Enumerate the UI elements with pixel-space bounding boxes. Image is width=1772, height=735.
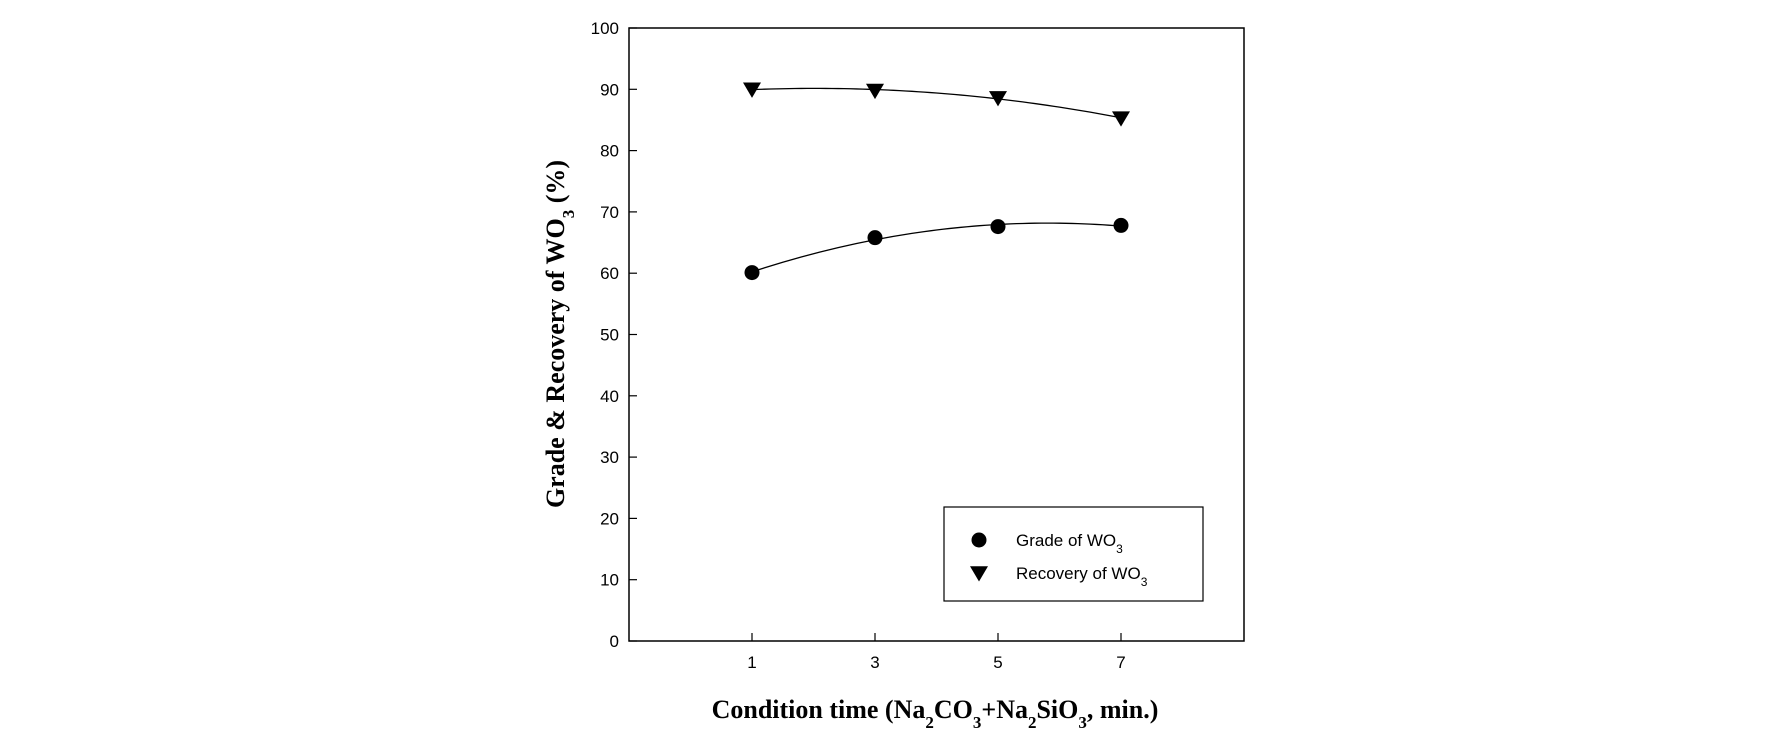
x-tick-label: 5 <box>993 653 1002 672</box>
x-axis-title: Condition time (Na2CO3+Na2SiO3, min.) <box>712 695 1159 730</box>
recovery-point <box>1112 111 1130 127</box>
x-tick-label: 1 <box>747 653 756 672</box>
y-axis-ticks: 0 10 20 30 40 50 60 70 80 90 100 <box>591 19 637 651</box>
y-tick-label: 20 <box>600 509 619 528</box>
recovery-point <box>743 82 761 98</box>
grade-point <box>1113 217 1129 233</box>
y-tick-label: 90 <box>600 80 619 99</box>
y-tick-label: 30 <box>600 448 619 467</box>
y-axis-title: Grade & Recovery of WO3 (%) <box>541 160 578 508</box>
y-tick-label: 40 <box>600 387 619 406</box>
y-tick-label: 10 <box>600 571 619 590</box>
recovery-legend-label: Recovery of WO3 <box>1016 564 1148 589</box>
grade-point <box>744 265 760 281</box>
y-tick-label: 70 <box>600 203 619 222</box>
recovery-trend-line <box>751 87 1122 119</box>
grade-legend-label: Grade of WO3 <box>1016 531 1123 556</box>
legend: Grade of WO3 Recovery of WO3 <box>943 506 1204 602</box>
y-tick-label: 80 <box>600 142 619 161</box>
recovery-point <box>989 91 1007 107</box>
x-tick-label: 7 <box>1116 653 1125 672</box>
x-tick-label: 3 <box>870 653 879 672</box>
recovery-legend-marker <box>970 566 988 582</box>
y-tick-label: 50 <box>600 326 619 345</box>
y-tick-label: 0 <box>610 632 619 651</box>
data-markers <box>743 82 1130 281</box>
grade-point <box>990 219 1006 235</box>
y-tick-label: 100 <box>591 19 619 38</box>
legend-box <box>943 506 1204 602</box>
recovery-point <box>866 83 884 100</box>
x-axis-ticks: 1 3 5 7 <box>747 633 1126 672</box>
grade-legend-marker <box>971 532 987 548</box>
grade-trend-line <box>751 222 1122 273</box>
grade-point <box>867 230 883 246</box>
y-tick-label: 60 <box>600 264 619 283</box>
trend-curves <box>751 87 1122 273</box>
